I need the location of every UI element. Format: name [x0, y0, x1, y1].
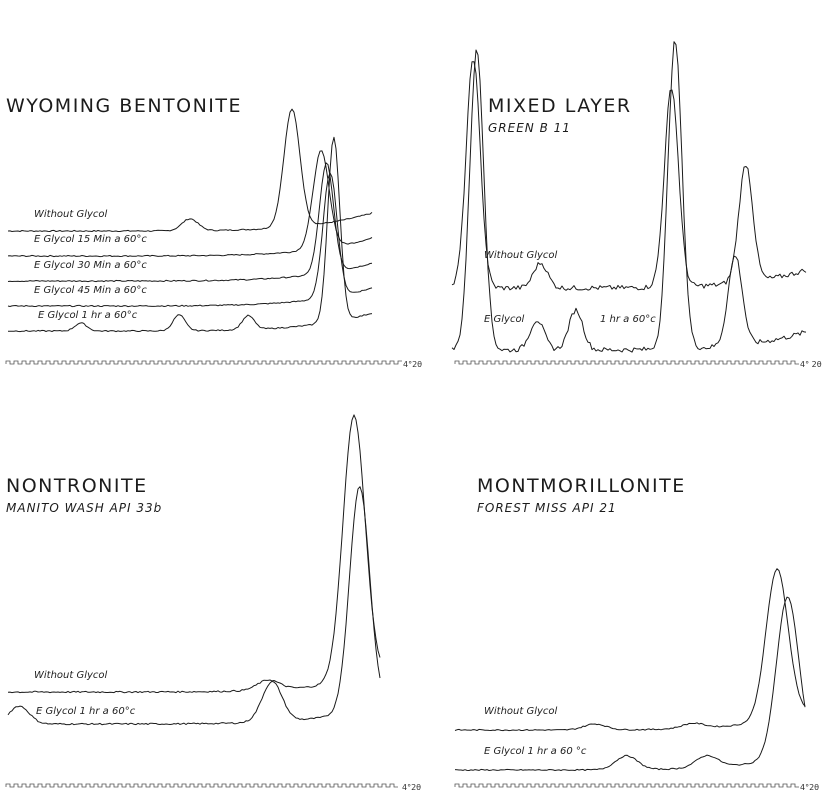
trace-group — [454, 568, 806, 771]
axis-label: 4° 2θ — [800, 360, 822, 369]
trace-group — [451, 41, 807, 353]
degree-scale — [5, 360, 402, 365]
series-label: Without Glycol — [34, 670, 108, 681]
diffraction-trace — [454, 568, 806, 732]
diffraction-trace — [7, 108, 373, 232]
series-label: Without Glycol — [484, 706, 558, 717]
panel-title: WYOMING BENTONITE — [6, 95, 242, 117]
degree-scale — [454, 783, 799, 788]
axis-label: 4°2θ — [403, 360, 422, 369]
series-label: Without Glycol — [484, 250, 558, 261]
panel-title: MIXED LAYER — [488, 95, 632, 117]
series-label: E Glycol 1 hr a 60°c — [36, 706, 136, 717]
series-label: E Glycol 15 Min a 60°c — [34, 234, 147, 245]
series-label: E Glycol 1 hr a 60°c — [38, 310, 138, 321]
diffraction-trace — [451, 41, 807, 353]
diffraction-trace — [7, 414, 381, 694]
degree-scale — [454, 360, 799, 365]
series-label: E Glycol 1 hr a 60 °c — [484, 746, 587, 757]
scale-ticks — [5, 783, 398, 788]
panel-subtitle: FOREST MISS API 21 — [477, 501, 617, 515]
panel-mixed-layer: MIXED LAYER GREEN B 11 Without Glycol E … — [451, 41, 822, 369]
axis-label: 4°2θ — [402, 783, 421, 792]
diffraction-trace — [7, 150, 373, 258]
axis-label: 4°2θ — [800, 783, 819, 792]
degree-scale — [5, 783, 398, 788]
series-label: E Glycol — [484, 314, 525, 325]
series-label: E Glycol 30 Min a 60°c — [34, 260, 147, 271]
diffraction-trace — [454, 596, 806, 771]
trace-group — [7, 414, 381, 726]
diffraction-trace — [7, 486, 381, 726]
series-label: Without Glycol — [34, 209, 108, 220]
scale-ticks — [5, 360, 402, 365]
scale-ticks — [454, 360, 799, 365]
panel-subtitle: GREEN B 11 — [488, 121, 571, 135]
scale-ticks — [454, 783, 799, 788]
panel-wyoming-bentonite: WYOMING BENTONITE Without Glycol E Glyco… — [5, 95, 422, 369]
diffraction-trace — [8, 136, 373, 333]
diffraction-trace — [451, 61, 807, 291]
panel-nontronite: NONTRONITE MANITO WASH API 33b Without G… — [5, 414, 421, 792]
panel-montmorillonite: MONTMORILLONITE FOREST MISS API 21 Witho… — [454, 475, 819, 792]
panel-title: MONTMORILLONITE — [477, 475, 686, 497]
series-label: 1 hr a 60°c — [600, 314, 656, 325]
trace-group — [7, 108, 373, 333]
panel-title: NONTRONITE — [6, 475, 148, 497]
diffraction-trace — [7, 172, 373, 308]
diffraction-trace — [7, 162, 373, 283]
panel-subtitle: MANITO WASH API 33b — [6, 501, 162, 515]
series-label: E Glycol 45 Min a 60°c — [34, 285, 147, 296]
